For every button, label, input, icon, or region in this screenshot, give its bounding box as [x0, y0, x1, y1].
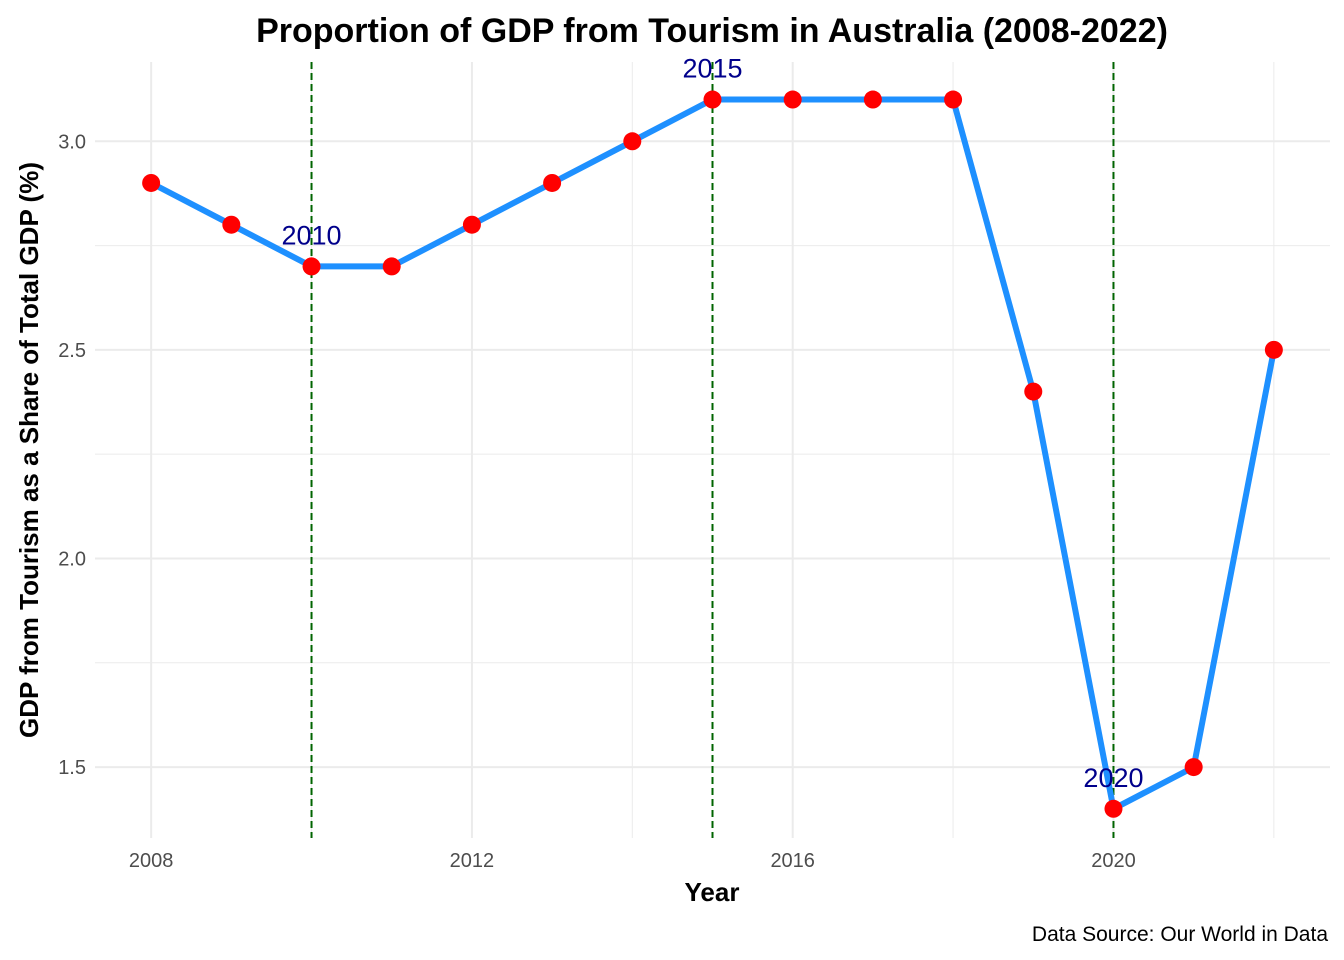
y-axis-ticks: 1.5 2.0 2.5 3.0 [58, 131, 86, 779]
data-point-2017 [863, 90, 882, 109]
data-point-2019 [1024, 382, 1043, 401]
data-point-2011 [382, 257, 401, 276]
data-point-2020 [1104, 799, 1123, 818]
data-point-2018 [944, 90, 963, 109]
annotation-2015: 2015 [682, 54, 742, 84]
y-axis-title: GDP from Tourism as a Share of Total GDP… [14, 162, 44, 738]
annotation-2020: 2020 [1083, 763, 1143, 793]
y-tick-label-2.5: 2.5 [58, 340, 86, 362]
annotations: 2010 2015 2020 [281, 54, 1143, 793]
data-point-2015 [703, 90, 722, 109]
y-tick-label-2.0: 2.0 [58, 548, 86, 570]
data-point-2012 [462, 215, 481, 234]
points-layer [142, 90, 1283, 818]
data-point-2014 [623, 132, 642, 151]
x-axis-ticks: 2008 2012 2016 2020 [129, 850, 1136, 872]
data-point-2013 [543, 173, 562, 192]
chart-title: Proportion of GDP from Tourism in Austra… [256, 12, 1168, 50]
data-point-2022 [1264, 340, 1283, 359]
x-tick-label-2008: 2008 [129, 850, 174, 872]
x-tick-label-2012: 2012 [450, 850, 495, 872]
x-tick-label-2016: 2016 [770, 850, 815, 872]
vertical-reference-lines [310, 62, 1115, 838]
annotation-2010: 2010 [281, 220, 341, 250]
caption: Data Source: Our World in Data [1032, 923, 1328, 946]
data-point-2021 [1184, 758, 1203, 777]
data-point-2010 [302, 257, 321, 276]
data-point-2009 [222, 215, 241, 234]
x-axis-title: Year [685, 877, 740, 907]
y-tick-label-3.0: 3.0 [58, 131, 86, 153]
data-point-2016 [783, 90, 802, 109]
x-tick-label-2020: 2020 [1091, 850, 1136, 872]
data-point-2008 [142, 173, 161, 192]
y-tick-label-1.5: 1.5 [58, 757, 86, 779]
